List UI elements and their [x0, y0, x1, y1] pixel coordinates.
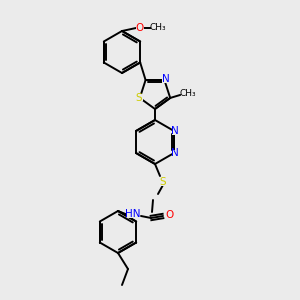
Text: CH₃: CH₃ — [180, 89, 196, 98]
Bar — [134, 94, 143, 101]
Text: N: N — [171, 148, 179, 158]
Bar — [172, 149, 178, 157]
Bar — [151, 25, 165, 32]
Text: O: O — [165, 210, 173, 220]
Text: HN: HN — [125, 209, 141, 219]
Text: S: S — [136, 93, 142, 103]
Bar — [136, 25, 144, 32]
Bar — [127, 211, 140, 218]
Text: CH₃: CH₃ — [150, 23, 166, 32]
Text: N: N — [161, 74, 169, 84]
Bar — [158, 178, 167, 185]
Text: N: N — [171, 126, 179, 136]
Text: S: S — [160, 177, 166, 187]
Bar — [172, 128, 178, 134]
Bar — [181, 90, 195, 98]
Bar — [162, 76, 169, 82]
Bar — [165, 212, 173, 218]
Text: O: O — [136, 23, 144, 33]
